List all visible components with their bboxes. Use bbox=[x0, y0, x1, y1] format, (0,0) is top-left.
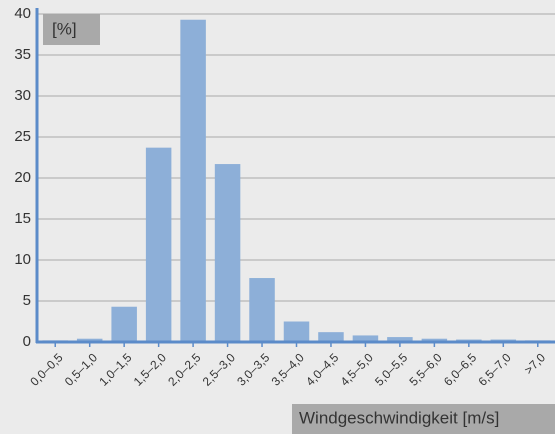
bar bbox=[111, 306, 137, 342]
x-tick-label: 4,5–5,0 bbox=[338, 350, 376, 388]
x-label-box bbox=[292, 404, 555, 434]
y-tick-label: 0 bbox=[23, 333, 31, 350]
x-tick-label: 6,0–6,5 bbox=[441, 350, 479, 388]
bar bbox=[421, 338, 448, 342]
y-tick-label: 5 bbox=[23, 292, 31, 309]
x-tick-label: 0,0–0,5 bbox=[27, 350, 65, 388]
x-tick-label: 0,5–1,0 bbox=[62, 350, 100, 388]
bar bbox=[145, 147, 172, 342]
bar bbox=[283, 321, 310, 342]
x-tick-label: 5,5–6,0 bbox=[407, 350, 445, 388]
y-tick-label: 30 bbox=[14, 87, 31, 104]
y-axis-label: [%] bbox=[52, 19, 77, 38]
y-tick-label: 40 bbox=[14, 5, 31, 22]
x-tick-label: 3,0–3,5 bbox=[234, 350, 272, 388]
x-tick-label: 1,5–2,0 bbox=[131, 350, 169, 388]
bar bbox=[318, 332, 344, 342]
x-axis-label: Windgeschwindigkeit [m/s] bbox=[299, 408, 499, 427]
bar bbox=[249, 278, 275, 342]
x-tick-label: 1,0–1,5 bbox=[96, 350, 134, 388]
y-tick-label: 20 bbox=[14, 169, 31, 186]
bar bbox=[352, 335, 379, 342]
y-tick-label: 25 bbox=[14, 128, 31, 145]
y-tick-label: 10 bbox=[14, 251, 31, 268]
x-tick-label: >7,0 bbox=[521, 350, 548, 377]
x-tick-label: 5,0–5,5 bbox=[372, 350, 410, 388]
x-tick-label: 2,5–3,0 bbox=[200, 350, 238, 388]
y-tick-label: 15 bbox=[14, 210, 31, 227]
bar bbox=[76, 338, 103, 342]
x-tick-label: 6,5–7,0 bbox=[475, 350, 513, 388]
y-label-box bbox=[43, 14, 100, 45]
x-tick-label: 2,0–2,5 bbox=[165, 350, 203, 388]
x-tick-label: 4,0–4,5 bbox=[303, 350, 341, 388]
y-tick-label: 35 bbox=[14, 46, 31, 63]
x-tick-label: 3,5–4,0 bbox=[269, 350, 307, 388]
bar bbox=[387, 337, 413, 342]
bar bbox=[214, 164, 241, 342]
bar bbox=[180, 19, 206, 343]
